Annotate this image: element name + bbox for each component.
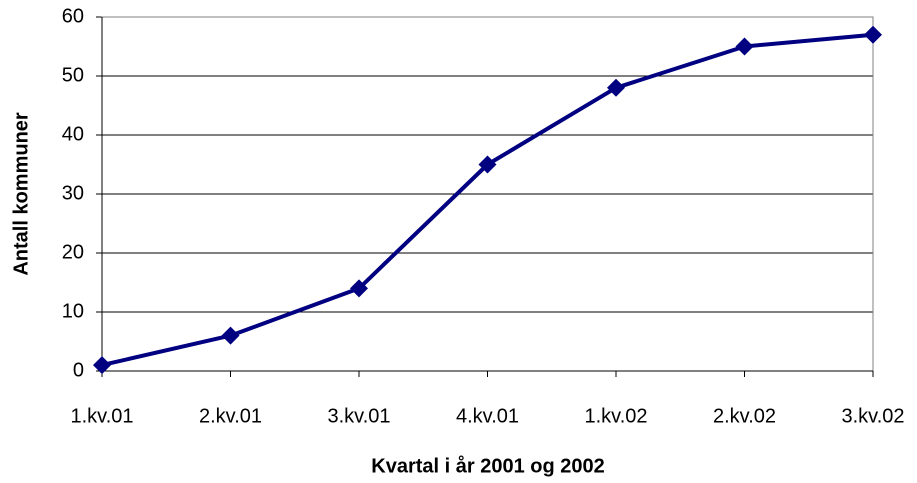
data-marker <box>735 37 754 56</box>
y-tick-label: 40 <box>62 123 84 145</box>
x-tick-label: 3.kv.02 <box>842 405 905 427</box>
data-marker <box>607 78 625 97</box>
y-tick-label: 20 <box>62 241 84 263</box>
x-tick-label: 4.kv.01 <box>456 405 519 427</box>
x-tick-label: 1.kv.01 <box>71 405 134 427</box>
x-tick-label: 1.kv.02 <box>585 405 648 427</box>
y-tick-label: 50 <box>62 64 84 86</box>
y-axis-title: Antall kommuner <box>10 112 32 276</box>
y-tick-label: 60 <box>62 5 84 27</box>
x-tick-label: 3.kv.01 <box>328 405 391 427</box>
y-tick-label: 0 <box>73 359 84 381</box>
data-line <box>101 32 874 368</box>
y-tick-label: 30 <box>62 182 84 204</box>
x-axis-title: Kvartal i år 2001 og 2002 <box>371 454 604 477</box>
y-tick-label: 10 <box>62 300 84 322</box>
x-tick-label: 2.kv.01 <box>199 405 262 427</box>
data-marker <box>221 326 240 345</box>
data-marker <box>478 155 497 174</box>
x-tick-label: 2.kv.02 <box>713 405 776 427</box>
data-marker <box>350 279 368 298</box>
data-marker <box>93 356 111 375</box>
data-marker <box>864 25 882 44</box>
